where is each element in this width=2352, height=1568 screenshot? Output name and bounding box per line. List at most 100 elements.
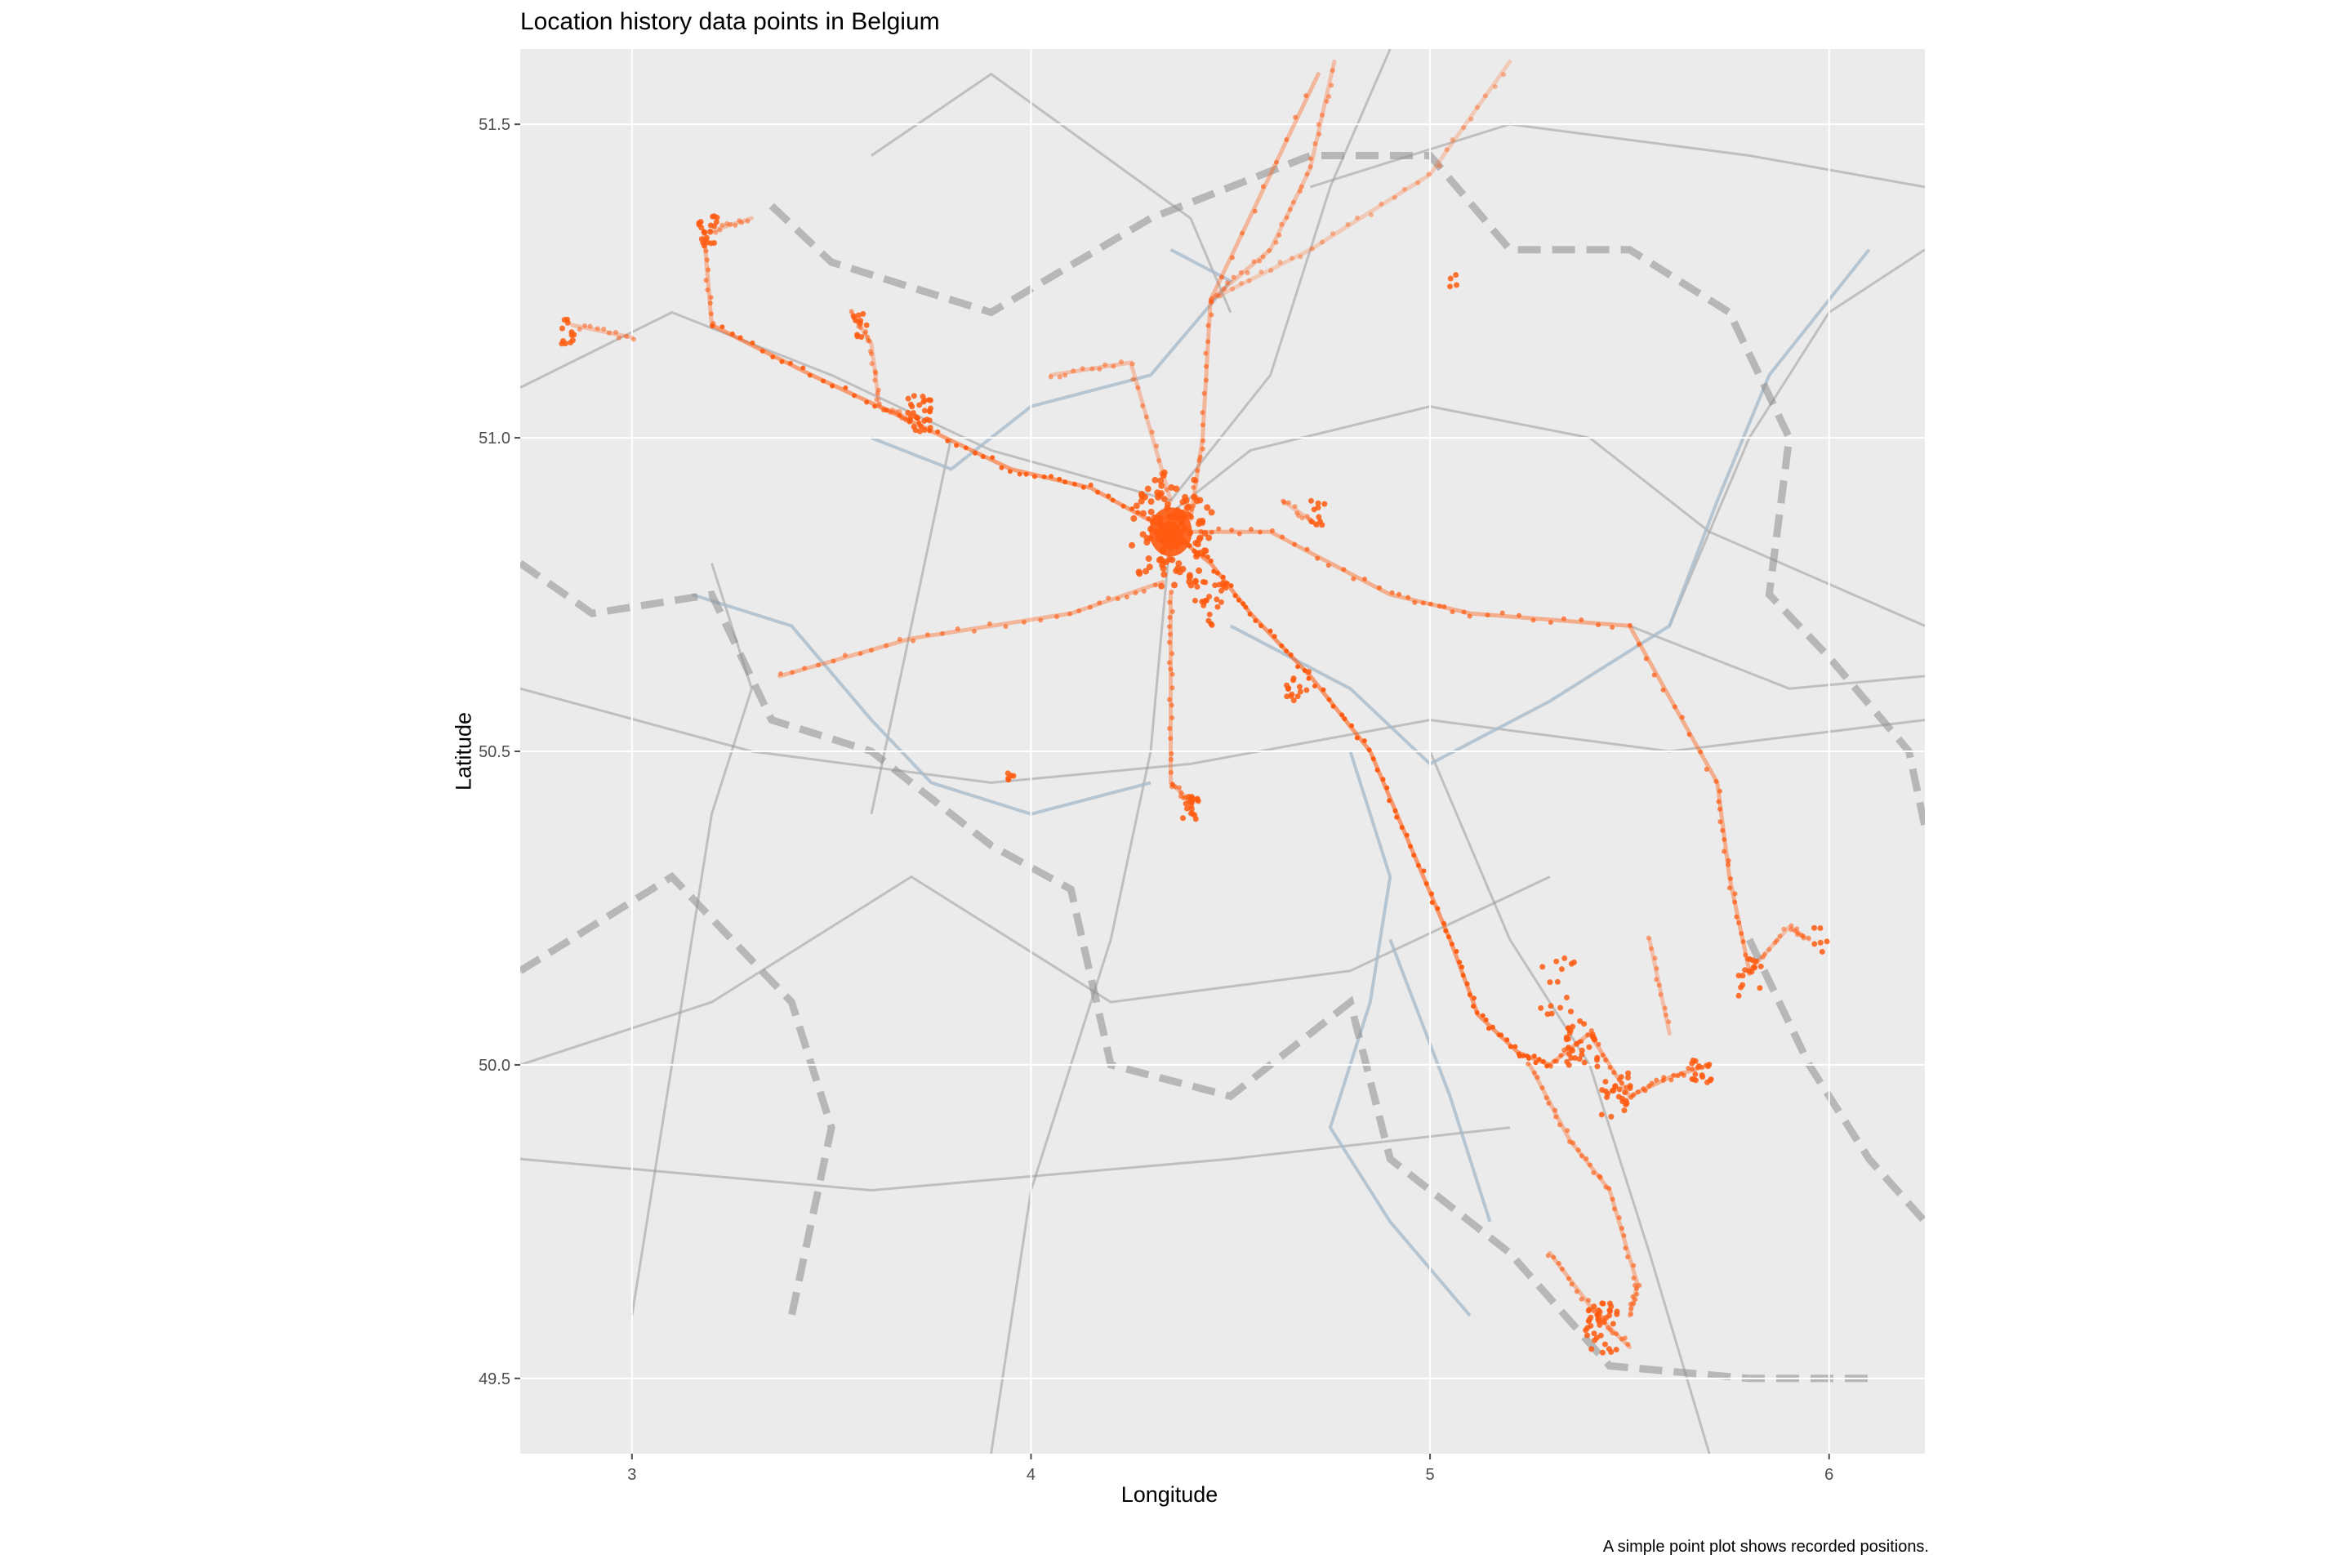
track-point <box>1654 977 1659 982</box>
track-point <box>606 330 612 336</box>
track-point <box>971 628 977 634</box>
track-point <box>1097 600 1102 606</box>
track-point <box>1124 595 1129 600</box>
track-point <box>787 360 793 366</box>
cluster-point <box>1588 1322 1594 1329</box>
track-point <box>1566 1276 1571 1281</box>
x-tick-label: 4 <box>1027 1466 1036 1484</box>
track-point <box>1460 973 1466 978</box>
cluster-point <box>1588 1346 1595 1352</box>
track-point <box>1631 1092 1637 1098</box>
cluster-point <box>1316 514 1322 520</box>
track-point <box>1330 68 1335 74</box>
hotspot-point <box>1173 485 1180 492</box>
track-point <box>1610 1330 1615 1336</box>
cluster-point <box>1811 941 1818 947</box>
hotspot-point <box>1191 493 1198 501</box>
track-point <box>1643 656 1649 662</box>
track-point <box>1216 526 1222 532</box>
cluster-point <box>910 410 916 416</box>
cluster-point <box>702 229 708 236</box>
cluster-point <box>1740 973 1746 979</box>
track-point <box>1349 723 1355 728</box>
track-point <box>1652 956 1658 961</box>
track-point <box>1191 484 1196 490</box>
track-point <box>1231 274 1236 280</box>
track-point <box>1031 474 1037 479</box>
track-point <box>1236 531 1242 537</box>
track-point <box>1062 479 1068 485</box>
track-point <box>1354 735 1360 741</box>
track-point <box>1698 749 1704 755</box>
track-point <box>1606 1186 1612 1192</box>
track-point <box>1204 363 1209 369</box>
track-point <box>1203 377 1209 383</box>
track-line <box>1208 59 1512 302</box>
track-point <box>1366 747 1372 753</box>
track-point <box>1110 497 1116 503</box>
track-point <box>1106 493 1111 499</box>
track-point <box>1304 172 1310 177</box>
track-point <box>1579 1296 1584 1302</box>
track-point <box>1420 600 1426 606</box>
track-point <box>1679 715 1685 720</box>
cluster-point <box>1308 519 1315 525</box>
cluster-point <box>1699 1071 1705 1078</box>
track-point <box>893 409 899 415</box>
y-axis: 49.5 50.0 50.5 51.0 51.5 <box>479 116 520 1388</box>
track-point <box>1426 172 1432 177</box>
track-point <box>1396 591 1402 597</box>
track-point <box>1551 1254 1557 1260</box>
cluster-point <box>1569 1047 1575 1054</box>
track-point <box>1492 83 1498 89</box>
x-axis: 3 4 5 6 <box>627 1454 1833 1484</box>
track-point <box>1468 116 1474 122</box>
track-point <box>842 653 848 658</box>
cluster-point <box>1735 992 1742 999</box>
track-point <box>881 407 887 412</box>
x-tick-label: 3 <box>627 1466 636 1484</box>
cluster-point <box>1599 1349 1606 1356</box>
track-point <box>1267 247 1272 253</box>
cluster-point <box>1305 669 1312 675</box>
cluster-point <box>1591 1303 1597 1310</box>
track-point <box>1686 732 1692 737</box>
track-point <box>705 287 710 292</box>
track-point <box>1591 1170 1597 1176</box>
track-point <box>1169 651 1175 657</box>
track-point <box>1558 1053 1564 1058</box>
track-point <box>1443 928 1449 933</box>
track-point <box>1209 296 1215 301</box>
track-point <box>1048 374 1054 380</box>
track-point <box>999 465 1004 470</box>
cluster-point <box>1757 963 1764 969</box>
track-point <box>1428 601 1433 607</box>
track-point <box>1342 716 1348 722</box>
track-point <box>1200 446 1205 452</box>
track-point <box>1454 949 1459 955</box>
hotspot-point <box>1196 518 1203 525</box>
track-point <box>1412 599 1418 605</box>
track-point <box>1247 612 1253 617</box>
y-tick-label: 51.0 <box>479 430 510 448</box>
track-point <box>1054 614 1060 620</box>
track-point <box>1627 622 1633 628</box>
cluster-point <box>1581 1059 1588 1066</box>
track-point <box>1654 965 1659 971</box>
track-point <box>1734 914 1740 920</box>
track-point <box>945 438 951 443</box>
hotspot-point <box>1145 555 1152 562</box>
cluster-point <box>1596 1318 1602 1325</box>
cluster-point <box>1752 959 1758 965</box>
cluster-point <box>921 426 928 433</box>
track-point <box>1115 596 1120 602</box>
track-point <box>1351 576 1356 581</box>
track-point <box>728 221 733 227</box>
track-point <box>1087 604 1093 610</box>
cluster-point <box>1187 810 1194 817</box>
hotspot-point <box>1179 498 1187 506</box>
track-point <box>1281 500 1287 506</box>
track-point <box>1404 832 1410 838</box>
cluster-point <box>1735 973 1742 979</box>
track-point <box>1258 269 1264 274</box>
